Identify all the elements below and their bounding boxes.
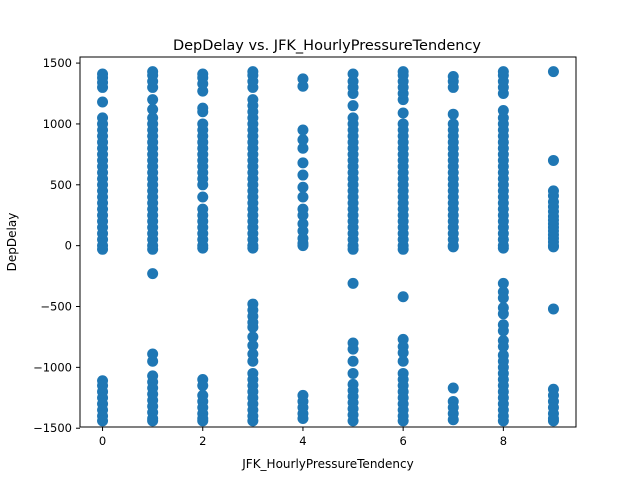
data-point (197, 191, 209, 203)
data-point (197, 380, 209, 392)
data-point (297, 191, 309, 203)
y-axis-label: DepDelay (5, 213, 19, 272)
data-point (447, 118, 459, 130)
data-point (447, 382, 459, 394)
data-point (497, 308, 509, 320)
data-point (297, 169, 309, 181)
data-point (147, 268, 159, 280)
data-points (97, 66, 559, 427)
x-tick-label: 4 (299, 434, 306, 448)
data-point (147, 355, 159, 367)
x-tick-label: 0 (99, 434, 106, 448)
data-point (147, 66, 159, 78)
data-point (247, 66, 259, 78)
data-point (297, 124, 309, 136)
data-point (497, 292, 509, 304)
data-point (447, 108, 459, 120)
y-tick-label: 0 (65, 239, 72, 253)
data-point (347, 355, 359, 367)
data-point (347, 367, 359, 379)
data-point (247, 321, 259, 333)
data-point (447, 70, 459, 82)
data-point (197, 118, 209, 130)
data-point (147, 94, 159, 106)
data-point (97, 415, 109, 427)
data-point (297, 412, 309, 424)
y-tick-label: 1500 (43, 56, 72, 70)
y-tick-label: 500 (50, 178, 72, 192)
data-point (347, 343, 359, 355)
data-point (397, 66, 409, 78)
data-point (97, 96, 109, 108)
data-point (197, 68, 209, 80)
data-point (397, 355, 409, 367)
data-point (247, 339, 259, 351)
data-point (297, 203, 309, 215)
data-point (247, 94, 259, 106)
data-point (497, 325, 509, 337)
data-point (547, 185, 559, 197)
data-point (347, 100, 359, 112)
data-point (547, 415, 559, 427)
data-point (147, 415, 159, 427)
data-point (97, 68, 109, 80)
data-point (147, 112, 159, 124)
data-point (497, 105, 509, 117)
x-tick-label: 6 (399, 434, 406, 448)
data-point (347, 277, 359, 289)
y-tick-label: −1500 (33, 421, 72, 435)
y-tick-label: −500 (40, 300, 72, 314)
data-point (347, 68, 359, 80)
data-point (447, 414, 459, 426)
data-point (347, 112, 359, 124)
data-point (497, 66, 509, 78)
data-point (97, 112, 109, 124)
data-point (247, 355, 259, 367)
chart-title: DepDelay vs. JFK_HourlyPressureTendency (173, 38, 481, 54)
data-point (197, 102, 209, 114)
data-point (347, 415, 359, 427)
data-point (497, 277, 509, 289)
data-point (397, 291, 409, 303)
x-axis-ticks: 0 2 4 6 8 (99, 427, 507, 448)
data-point (397, 347, 409, 359)
data-point (297, 218, 309, 230)
data-point (297, 157, 309, 169)
data-point (197, 415, 209, 427)
data-point (297, 73, 309, 85)
x-tick-label: 8 (500, 434, 507, 448)
data-point (147, 103, 159, 115)
y-tick-label: −1000 (33, 360, 72, 374)
data-point (397, 107, 409, 119)
data-point (247, 331, 259, 343)
data-point (497, 415, 509, 427)
data-point (397, 118, 409, 130)
data-point (547, 66, 559, 78)
data-point (547, 303, 559, 315)
data-point (497, 341, 509, 353)
data-point (297, 181, 309, 193)
plot-frame (79, 56, 577, 428)
data-point (397, 415, 409, 427)
data-point (247, 415, 259, 427)
data-point (297, 134, 309, 146)
data-point (297, 142, 309, 154)
x-tick-label: 2 (199, 434, 206, 448)
data-point (197, 203, 209, 215)
x-axis-label: JFK_HourlyPressureTendency (241, 457, 413, 471)
y-tick-label: 1000 (43, 117, 72, 131)
y-axis-ticks: −1500 −1000 −500 0 500 1000 1500 (33, 56, 80, 435)
data-point (547, 154, 559, 166)
